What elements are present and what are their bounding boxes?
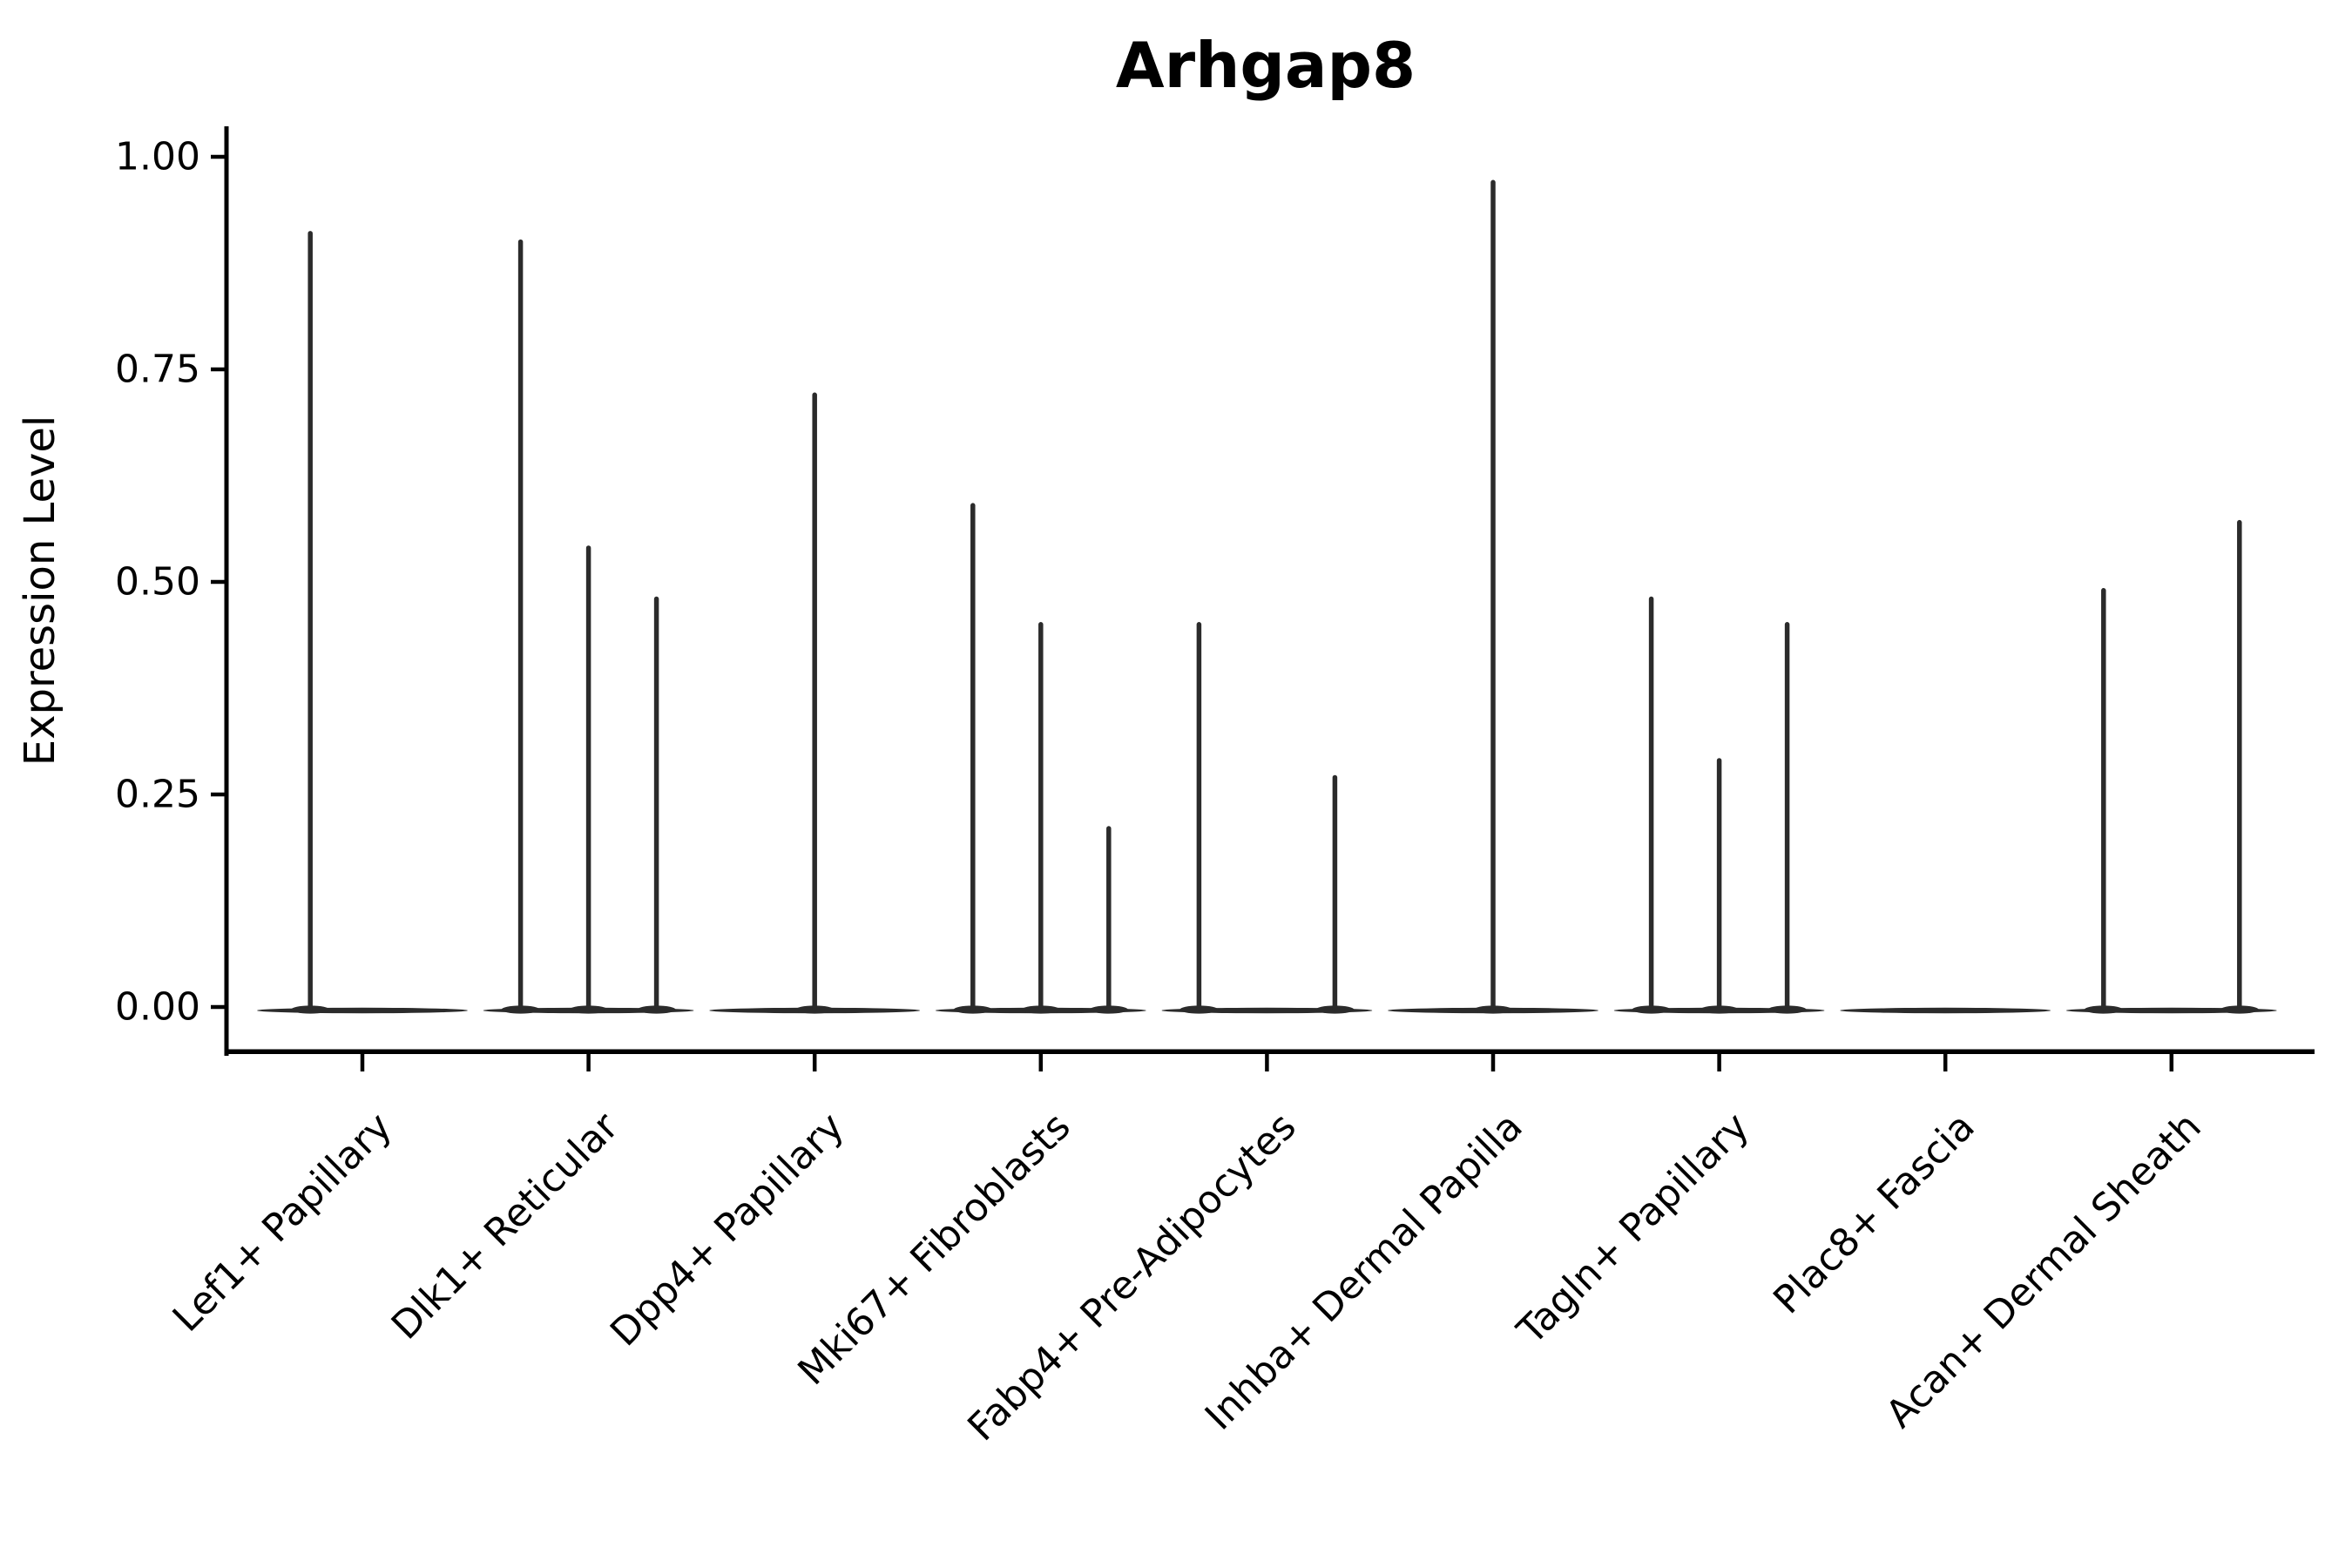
violin-body: [1840, 1007, 2051, 1014]
violin-1: [257, 231, 468, 1014]
x-tick-marks: [360, 1054, 2174, 1071]
y-tick-label: 0.00: [115, 985, 200, 1030]
x-tick-label: Lef1+ Papillary: [165, 1105, 401, 1341]
violin-8: [1840, 1007, 2051, 1014]
violin-body: [257, 1007, 468, 1014]
y-tick-marks: [211, 154, 225, 1010]
x-tick-label: Dpp4+ Papillary: [602, 1105, 853, 1355]
violin-3: [709, 392, 921, 1014]
y-tick-label: 1.00: [115, 135, 200, 179]
chart-title: Arhgap8: [1116, 29, 1416, 102]
violin-9: [2065, 519, 2277, 1014]
y-axis-spine: [224, 126, 229, 1056]
x-tick-label: Tagln+ Papillary: [1509, 1105, 1758, 1354]
violin-5: [1161, 622, 1373, 1014]
x-tick-label: Plac8+ Fascia: [1765, 1105, 1984, 1323]
violin-7: [1613, 596, 1825, 1014]
x-tick-label: Dlk1+ Reticular: [383, 1104, 628, 1348]
y-tick-label: 0.50: [115, 560, 200, 605]
violins-layer: [257, 179, 2277, 1014]
violin-6: [1388, 179, 1598, 1014]
y-tick-label: 0.25: [115, 773, 200, 817]
y-tick-label: 0.75: [115, 348, 200, 392]
y-tick-labels: 1.00 0.75 0.50 0.25 0.00: [115, 135, 200, 1030]
y-axis-label: Expression Level: [16, 416, 64, 767]
violin-2: [483, 239, 694, 1014]
x-axis-spine: [224, 1049, 2315, 1054]
violin-4: [935, 503, 1146, 1014]
x-tick-labels: Lef1+ Papillary Dlk1+ Reticular Dpp4+ Pa…: [165, 1104, 2210, 1450]
